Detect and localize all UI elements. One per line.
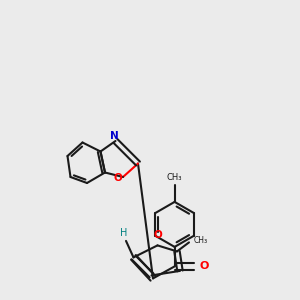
Text: O: O xyxy=(200,261,209,272)
Text: CH₃: CH₃ xyxy=(167,173,182,182)
Text: N: N xyxy=(110,130,119,141)
Text: O: O xyxy=(113,173,122,183)
Text: H: H xyxy=(120,228,127,238)
Text: CH₃: CH₃ xyxy=(194,236,208,245)
Text: O: O xyxy=(153,230,162,240)
